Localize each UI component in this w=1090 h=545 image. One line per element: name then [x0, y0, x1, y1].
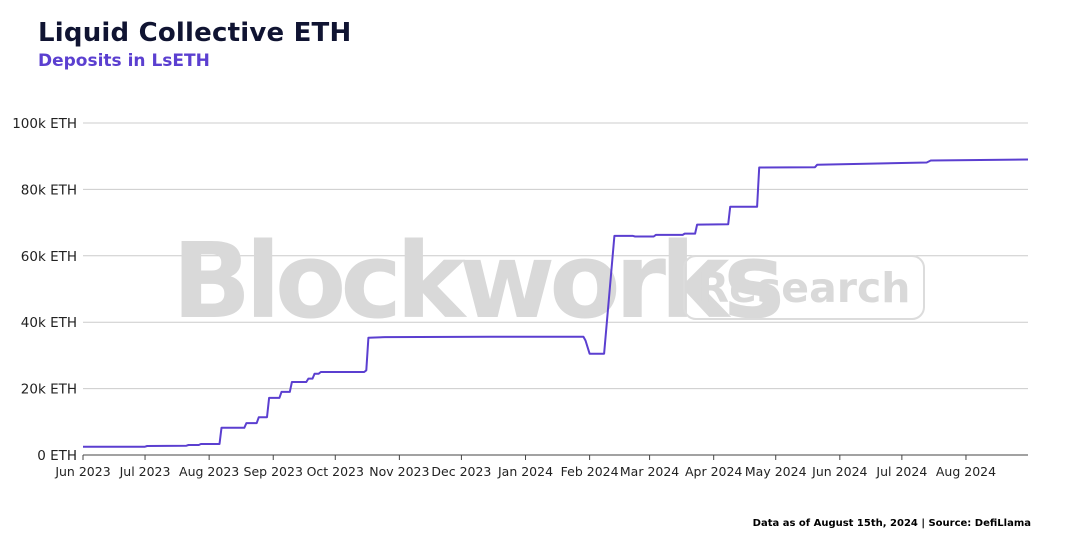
- y-tick-label: 20k ETH: [21, 382, 77, 398]
- y-tick-label: 60k ETH: [21, 249, 77, 265]
- x-tick-label: Aug 2023: [179, 464, 239, 479]
- x-tick-label: Dec 2023: [431, 464, 491, 479]
- x-tick-label: Sep 2023: [244, 464, 303, 479]
- y-tick-label: 80k ETH: [21, 182, 77, 198]
- watermark: Blockworks Research: [172, 220, 925, 342]
- x-tick-label: Oct 2023: [307, 464, 364, 479]
- chart-title: Liquid Collective ETH: [38, 18, 352, 48]
- watermark-badge-frame: [683, 255, 925, 320]
- x-tick-label: May 2024: [745, 464, 807, 479]
- x-tick-label: Jan 2024: [497, 464, 553, 479]
- y-axis: 0 ETH 20k ETH 40k ETH 60k ETH 80k ETH 100k ET…: [12, 116, 77, 464]
- x-tick-label: Aug 2024: [936, 464, 996, 479]
- x-tick-label: Jul 2024: [875, 464, 927, 479]
- x-tick-label: Mar 2024: [620, 464, 679, 479]
- y-tick-label: 100k ETH: [12, 116, 77, 132]
- x-axis: Jun 2023 Jul 2023 Aug 2023 Sep 2023 Oct 2023…: [54, 454, 1028, 479]
- x-tick-label: Feb 2024: [561, 464, 619, 479]
- y-tick-label: 0 ETH: [37, 448, 77, 464]
- x-tick-label: Apr 2024: [685, 464, 742, 479]
- x-tick-label: Jun 2024: [811, 464, 867, 479]
- x-tick-label: Nov 2023: [369, 464, 429, 479]
- x-tick-label: Jun 2023: [54, 464, 110, 479]
- series-line: [83, 158, 1029, 448]
- chart-subtitle: Deposits in LsETH: [38, 51, 210, 71]
- source-note: Data as of August 15th, 2024 | Source: D…: [752, 518, 1031, 529]
- y-tick-label: 40k ETH: [21, 315, 77, 331]
- watermark-brand: Blockworks: [172, 220, 780, 342]
- watermark-badge: Research: [698, 264, 911, 312]
- x-tick-label: Jul 2023: [119, 464, 171, 479]
